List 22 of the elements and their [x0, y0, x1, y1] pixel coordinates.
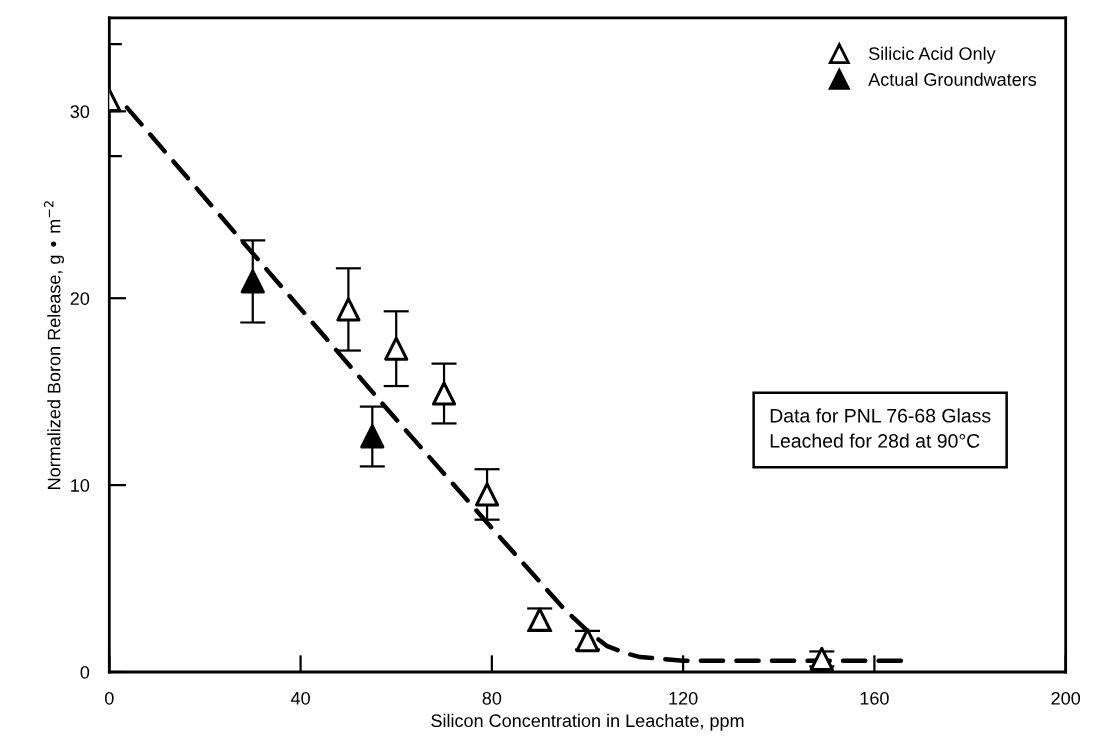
y-axis-title: Normalized Boron Release, g • m$^{−2}$ [44, 201, 65, 489]
point [384, 336, 409, 361]
y-tick-label: 30 [70, 105, 90, 119]
annotation: Data for PNL 76-68 Glass Leached for 28d at 90°C [770, 408, 991, 448]
point [431, 381, 457, 406]
point [240, 269, 265, 294]
x-tick-label: 0 [104, 691, 114, 705]
x-tick-label: 160 [860, 691, 889, 705]
x-tick-label: 40 [290, 691, 310, 705]
point [336, 297, 361, 322]
x-axis-title: Silicon Concentration in Leachate, ppm [431, 713, 744, 731]
point [809, 646, 834, 671]
y-tick-label: 10 [71, 479, 90, 492]
y-tick-label: 0 [80, 665, 90, 679]
point [360, 424, 385, 449]
x-tick-label: 200 [1051, 691, 1081, 705]
point [475, 482, 500, 507]
legend-label: Silicic Acid Only [869, 46, 996, 64]
x-tick-label: 80 [482, 691, 502, 705]
y-tick-label: 20 [70, 292, 90, 305]
x-tick-label: 120 [669, 691, 698, 705]
legend-label: Actual Groundwaters [868, 72, 1037, 86]
